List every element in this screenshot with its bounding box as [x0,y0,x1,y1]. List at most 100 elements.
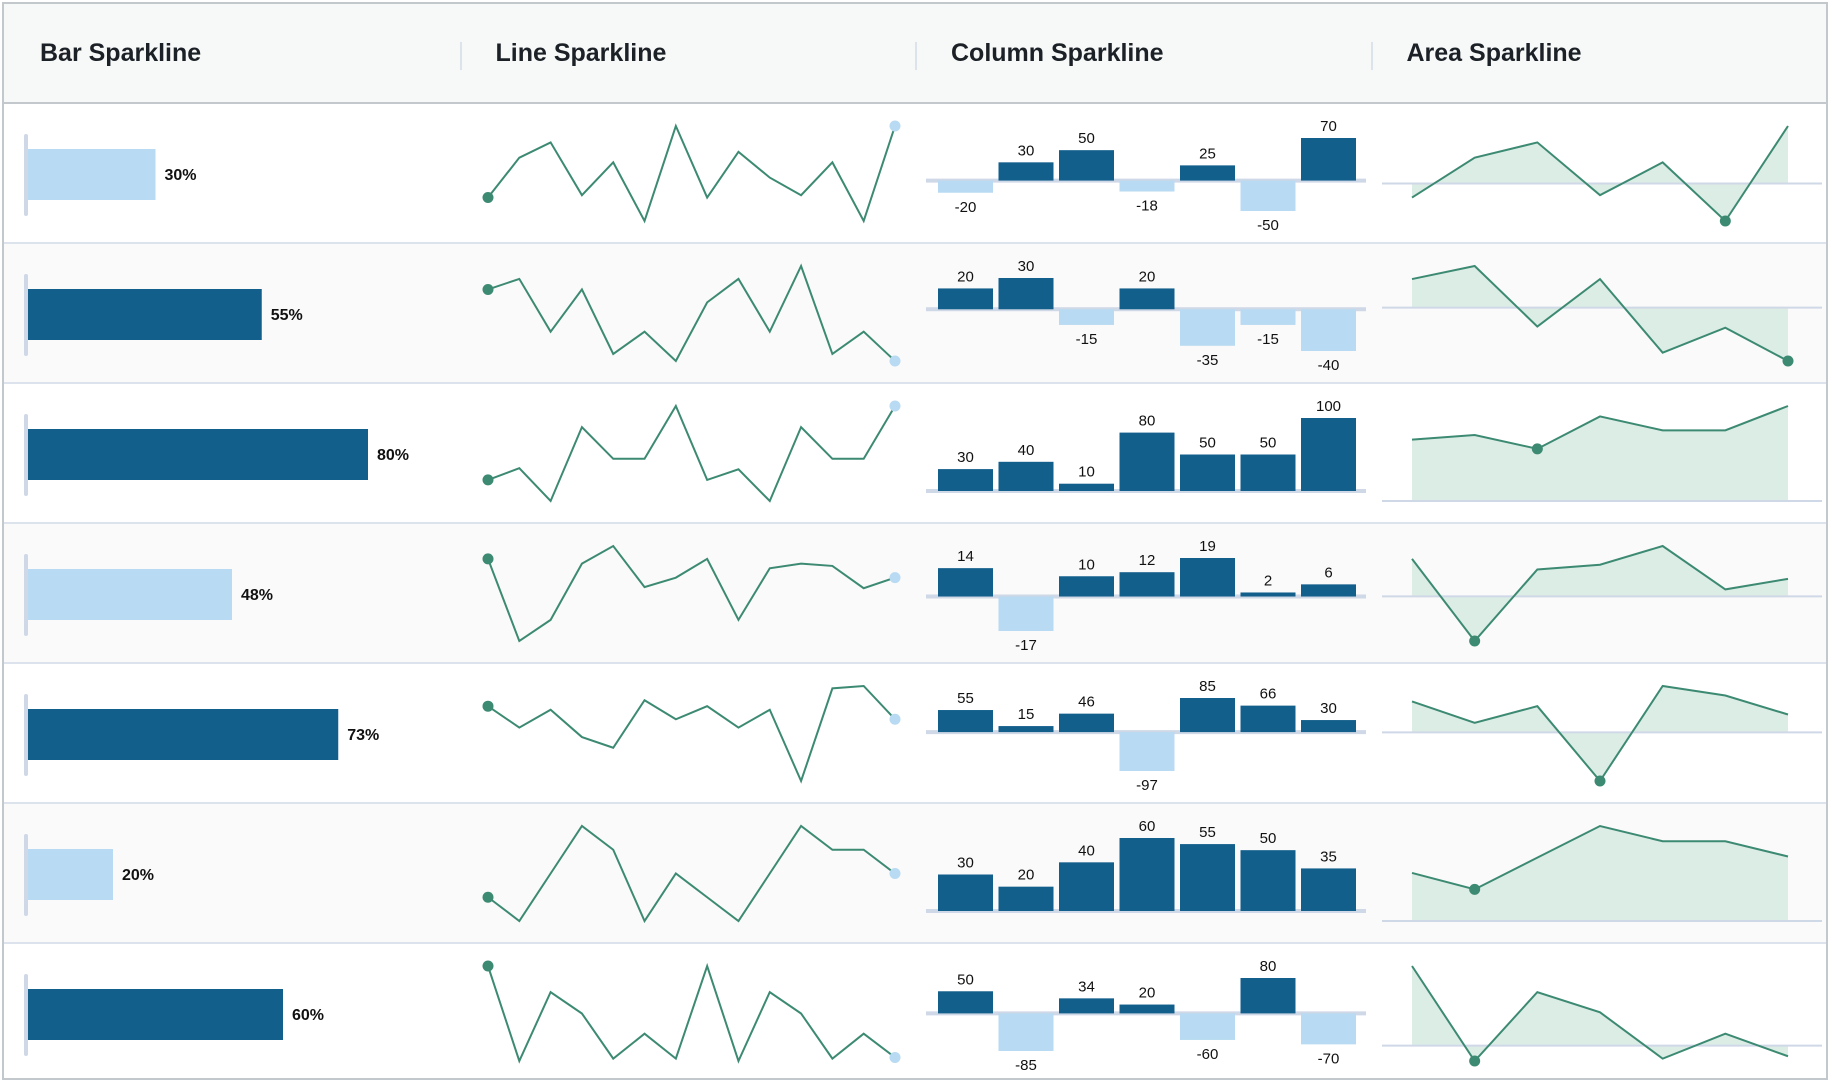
column-label: 6 [1324,564,1332,581]
column-label: -97 [1136,777,1158,794]
line-cell [460,384,916,522]
line-last-point [889,355,901,367]
column-label: 30 [957,449,974,466]
column-bar [938,180,993,193]
area-fill [1412,826,1788,921]
line-cell [460,104,916,242]
area-min-point [1531,443,1543,455]
column-label: 30 [957,855,974,872]
header-bar-sparkline: Bar Sparkline [40,38,202,67]
column-bar [1240,454,1296,491]
table-row: 30% -20 30 50 -18 25 -50 70 [4,104,1826,244]
area-min-point [1469,1055,1481,1067]
column-bar [1180,844,1235,911]
column-label: 14 [957,548,974,565]
column-bar [1240,309,1296,325]
bar-cell: 20% [4,804,460,942]
column-cell: 14 -17 10 12 19 2 6 [916,524,1372,662]
column-bar [938,568,993,597]
bar-fill [28,989,283,1040]
area-min-point [1594,775,1606,787]
bar-label: 60% [292,1007,324,1024]
column-label: 19 [1199,538,1216,555]
column-sparkline: 30 40 10 80 50 50 100 [926,398,1366,493]
line-sparkline [482,400,901,503]
column-cell: 30 20 40 60 55 50 35 [916,804,1372,942]
bar-label: 20% [122,867,154,884]
header-area-sparkline: Area Sparkline [1370,4,1827,102]
line-last-point [889,1051,901,1063]
column-bar [998,726,1054,733]
column-cell: 20 30 -15 20 -35 -15 -40 [916,244,1372,382]
line-sparkline [482,544,901,643]
column-label: 30 [1018,258,1035,275]
column-cell: 30 40 10 80 50 50 100 [916,384,1372,522]
column-bar [1301,868,1356,911]
column-cell: -20 30 50 -18 25 -50 70 [916,104,1372,242]
bar-sparkline: 80% [24,414,409,496]
column-label: -15 [1257,331,1279,348]
column-bar [1240,705,1296,733]
line-sparkline [482,684,901,784]
column-sparkline: 20 30 -15 20 -35 -15 -40 [926,258,1366,374]
line-cell [460,524,916,662]
area-fill [1412,686,1788,781]
column-bar [1301,720,1356,733]
line-series [487,824,896,924]
bar-fill [28,149,156,200]
bar-label: 80% [377,447,409,464]
column-label: 100 [1316,398,1341,415]
line-last-point [889,400,901,412]
column-label: -35 [1197,352,1219,369]
column-bar [1119,432,1175,491]
bar-cell: 55% [4,244,460,382]
column-label: 50 [1199,435,1216,452]
column-bar [938,288,993,310]
column-label: -18 [1136,198,1158,215]
column-label: 20 [1139,985,1156,1002]
column-label: 30 [1320,700,1337,717]
column-bar [1180,165,1235,181]
line-series [487,684,896,784]
column-bar [1180,309,1235,346]
column-bar [938,469,993,491]
column-bar [1180,1013,1235,1040]
bar-sparkline: 30% [24,134,197,216]
line-sparkline [482,120,901,224]
bar-sparkline: 73% [24,694,379,776]
column-bar [938,991,993,1014]
line-sparkline [482,263,901,367]
area-fill [1412,126,1788,221]
column-label: 35 [1320,848,1337,865]
area-line [1411,405,1789,450]
line-first-point [482,192,494,204]
header-line-sparkline: Line Sparkline [459,4,916,102]
bar-cell: 80% [4,384,460,522]
bar-label: 55% [271,307,303,324]
area-cell [1372,384,1826,522]
line-first-point [482,960,494,972]
bar-sparkline: 48% [24,554,273,636]
bar-sparkline: 20% [24,834,154,916]
area-min-point [1782,355,1794,367]
column-label: 20 [1018,867,1035,884]
table-row: 48% 14 -17 10 12 19 2 6 [4,524,1826,664]
column-bar [1240,180,1296,211]
table-row: 60% 50 -85 34 20 -60 80 -70 [4,944,1826,1078]
column-bar [1119,838,1175,911]
bar-fill [28,709,339,760]
column-label: -20 [955,199,977,216]
column-label: -15 [1076,331,1098,348]
column-bar [1240,592,1296,597]
area-sparkline [1382,684,1822,787]
column-label: 60 [1139,818,1156,835]
column-sparkline: 55 15 46 -97 85 66 30 [926,678,1366,794]
area-fill [1412,406,1788,501]
column-bar [1301,418,1356,491]
column-bar [1119,572,1175,597]
column-bar [938,710,993,733]
column-label: 50 [957,971,974,988]
area-min-point [1469,635,1481,647]
bar-fill [28,429,368,480]
column-bar [1301,309,1356,351]
